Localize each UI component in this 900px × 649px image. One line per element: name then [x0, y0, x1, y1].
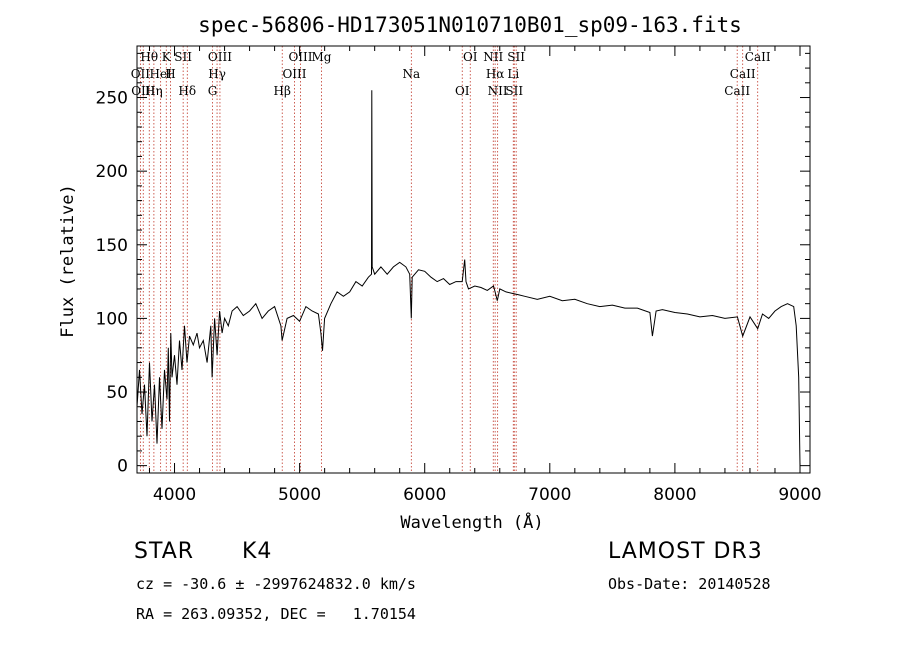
x-tick-label-4: 8000 [653, 485, 696, 505]
marker-label-21: NII [483, 50, 503, 64]
y-tick-label-1: 50 [106, 383, 128, 403]
x-axis-label: Wavelength (Å) [400, 511, 543, 533]
marker-label-3: K [162, 50, 172, 64]
marker-label-20: SII [505, 84, 523, 98]
marker-label-8: Hδ [178, 84, 196, 98]
marker-label-16: Na [403, 67, 421, 81]
marker-label-23: NII [488, 84, 508, 98]
line-markers [139, 46, 759, 473]
marker-label-1: OII [131, 67, 151, 81]
x-tick-label-1: 5000 [278, 485, 321, 505]
object-subclass: K4 [242, 539, 273, 564]
chart-title: spec-56806-HD173051N010710B01_sp09-163.f… [198, 13, 742, 37]
redshift-cz: cz = -30.6 ± -2997624832.0 km/s [136, 575, 416, 593]
marker-label-15: Mg [312, 50, 332, 64]
marker-label-17: OI [455, 84, 470, 98]
marker-label-10: Hγ [208, 67, 226, 81]
x-tick-label-2: 6000 [403, 485, 446, 505]
marker-label-25: CaII [730, 67, 756, 81]
marker-label-0: Hθ [140, 50, 158, 64]
marker-label-6: SII [174, 50, 192, 64]
object-class: STAR [134, 539, 195, 564]
marker-label-27: CaII [745, 50, 771, 64]
marker-label-5: Hη [145, 84, 163, 98]
y-tick-label-3: 150 [96, 236, 128, 256]
marker-label-18: OI [463, 50, 478, 64]
y-axis-ticks: 0 50 100 150 200 250 [96, 52, 810, 477]
marker-label-14: Hβ [274, 84, 291, 98]
flux-series-line [136, 90, 801, 466]
marker-label-22: Li [507, 67, 519, 81]
obs-date: Obs-Date: 20140528 [608, 575, 771, 593]
survey-name: LAMOST DR3 [608, 539, 763, 564]
x-tick-label-3: 7000 [528, 485, 571, 505]
x-axis-ticks: 4000 5000 6000 7000 8000 9000 [149, 46, 822, 505]
marker-label-24: SII [507, 50, 525, 64]
y-tick-label-4: 200 [96, 162, 128, 182]
marker-label-12: OIII [288, 50, 312, 64]
x-tick-label-0: 4000 [153, 485, 196, 505]
ra-dec: RA = 263.09352, DEC = 1.70154 [136, 605, 416, 623]
marker-label-4: HeI [149, 67, 172, 81]
x-tick-label-5: 9000 [778, 485, 821, 505]
marker-label-9: OIII [208, 50, 232, 64]
y-axis-label: Flux (relative) [58, 184, 78, 338]
y-tick-label-5: 250 [96, 89, 128, 109]
plot-frame [136, 45, 811, 474]
marker-label-13: OIII [282, 67, 306, 81]
marker-label-7: H [165, 67, 175, 81]
marker-label-26: CaII [724, 84, 750, 98]
y-tick-label-2: 100 [96, 309, 128, 329]
marker-label-19: Hα [486, 67, 505, 81]
line-marker-labels: HθOIIOIIIKHeIHηSIIHHδOIIIHγGOIIIOIIIHβMg… [131, 50, 771, 98]
y-tick-label-0: 0 [117, 457, 128, 477]
marker-label-11: G [208, 84, 218, 98]
